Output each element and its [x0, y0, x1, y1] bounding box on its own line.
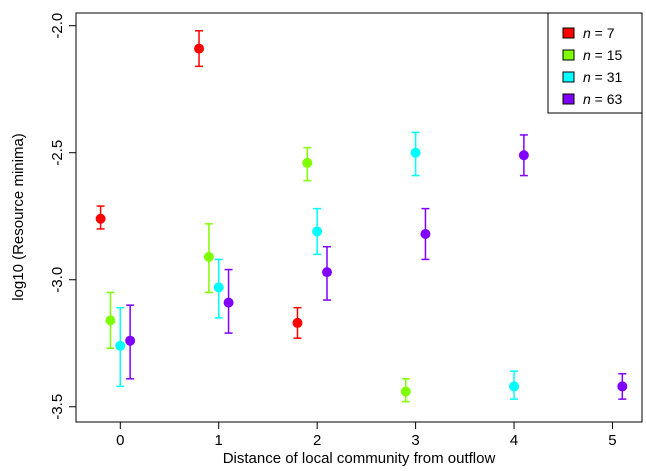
y-tick-label: -2.0: [49, 13, 66, 39]
series-0: [95, 30, 303, 339]
data-point: [95, 213, 106, 224]
data-point: [292, 317, 303, 328]
legend-swatch: [562, 27, 575, 39]
x-tick-label: 4: [510, 432, 518, 449]
data-point: [312, 226, 323, 237]
data-point: [509, 381, 520, 392]
y-axis-label: log10 (Resource minima): [10, 133, 27, 301]
legend-entry: n = 7: [583, 25, 615, 41]
data-marks: [95, 30, 628, 403]
x-tick-label: 1: [215, 432, 223, 449]
x-tick-label: 0: [116, 432, 124, 449]
legend-entry: n = 15: [583, 47, 623, 63]
legend-entry: n = 63: [583, 91, 623, 107]
data-point: [400, 386, 411, 397]
data-point: [302, 157, 313, 168]
data-point: [213, 282, 224, 293]
data-point: [322, 267, 333, 278]
data-point: [410, 147, 421, 158]
data-point: [125, 335, 136, 346]
x-tick-label: 3: [411, 432, 419, 449]
data-point: [115, 340, 126, 351]
legend-swatch: [562, 93, 575, 105]
x-tick-label: 5: [608, 432, 616, 449]
data-point: [194, 43, 205, 54]
legend-swatch: [562, 71, 575, 83]
series-3: [125, 134, 628, 400]
x-axis: 0 1 2 3 4 5: [116, 421, 617, 449]
y-tick-label: -3.0: [49, 267, 66, 293]
legend-entry: n = 31: [583, 69, 623, 85]
y-axis: -2.0 -2.5 -3.0 -3.5: [49, 13, 77, 420]
x-tick-label: 2: [313, 432, 321, 449]
data-point: [223, 297, 234, 308]
series-2: [115, 131, 520, 400]
data-point: [203, 251, 214, 262]
data-point: [420, 229, 431, 240]
x-axis-label: Distance of local community from outflow: [223, 450, 496, 467]
data-point: [617, 381, 628, 392]
legend-swatch: [562, 49, 575, 61]
y-tick-label: -2.5: [49, 140, 66, 166]
data-point: [518, 150, 529, 161]
data-point: [105, 315, 116, 326]
legend: n = 7 n = 15 n = 31 n = 63: [547, 12, 643, 114]
series-1: [105, 146, 411, 403]
y-tick-label: -3.5: [49, 394, 66, 420]
